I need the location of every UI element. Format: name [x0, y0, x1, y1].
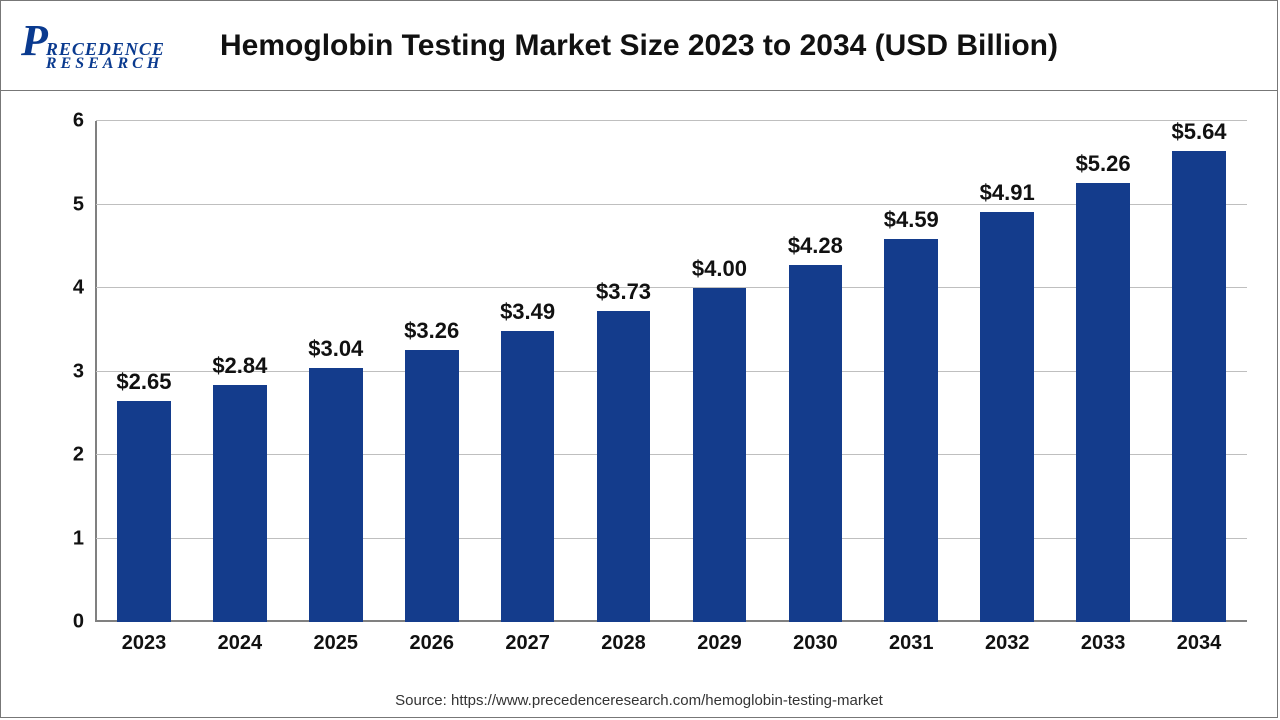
bar-value-label: $2.65 [116, 369, 171, 395]
bar: $5.26 [1076, 183, 1130, 622]
bar-value-label: $5.26 [1076, 151, 1131, 177]
bar: $5.64 [1172, 151, 1226, 622]
bar-slot: $4.002029 [672, 121, 768, 622]
bar-slot: $5.262033 [1055, 121, 1151, 622]
bar-value-label: $3.49 [500, 299, 555, 325]
bar-value-label: $3.73 [596, 279, 651, 305]
y-tick-label: 5 [73, 193, 84, 216]
source-text: Source: https://www.precedenceresearch.c… [1, 692, 1277, 709]
x-tick-label: 2034 [1177, 632, 1222, 655]
bar-value-label: $3.26 [404, 318, 459, 344]
bar: $2.65 [117, 401, 171, 622]
bar-slot: $5.642034 [1151, 121, 1247, 622]
bar-value-label: $4.28 [788, 233, 843, 259]
bar: $3.73 [597, 311, 651, 622]
x-tick-label: 2029 [697, 632, 742, 655]
x-tick-label: 2030 [793, 632, 838, 655]
x-tick-label: 2032 [985, 632, 1030, 655]
x-tick-label: 2028 [601, 632, 646, 655]
bar: $2.84 [213, 385, 267, 622]
logo-inner: P RECEDENCE RESEARCH [21, 19, 165, 72]
bar-slot: $4.912032 [959, 121, 1055, 622]
y-tick-label: 1 [73, 527, 84, 550]
x-tick-label: 2033 [1081, 632, 1126, 655]
x-tick-label: 2031 [889, 632, 934, 655]
bar: $3.04 [309, 368, 363, 622]
bar-slot: $3.492027 [480, 121, 576, 622]
bar: $4.59 [884, 239, 938, 622]
bar-value-label: $3.04 [308, 336, 363, 362]
y-tick-label: 4 [73, 277, 84, 300]
bar-slot: $3.042025 [288, 121, 384, 622]
bar-slot: $2.842024 [192, 121, 288, 622]
header: P RECEDENCE RESEARCH Hemoglobin Testing … [1, 1, 1277, 91]
bar-slot: $4.592031 [863, 121, 959, 622]
logo-big-letter: P [21, 19, 48, 63]
bar-value-label: $4.59 [884, 207, 939, 233]
chart-frame: P RECEDENCE RESEARCH Hemoglobin Testing … [0, 0, 1278, 718]
bar-slot: $3.262026 [384, 121, 480, 622]
x-tick-label: 2025 [314, 632, 359, 655]
y-tick-label: 0 [73, 611, 84, 634]
bar: $4.91 [980, 212, 1034, 622]
x-tick-label: 2027 [505, 632, 550, 655]
bar-slot: $4.282030 [767, 121, 863, 622]
chart-wrap: 0123456$2.652023$2.842024$3.042025$3.262… [1, 91, 1277, 682]
bar-value-label: $5.64 [1171, 119, 1226, 145]
logo-line2: RESEARCH [46, 57, 165, 71]
bar-value-label: $4.00 [692, 256, 747, 282]
bar: $4.28 [789, 265, 843, 622]
bar-value-label: $4.91 [980, 180, 1035, 206]
bar-value-label: $2.84 [212, 353, 267, 379]
x-tick-label: 2023 [122, 632, 167, 655]
logo-text: RECEDENCE RESEARCH [46, 41, 165, 72]
chart-area: 0123456$2.652023$2.842024$3.042025$3.262… [96, 121, 1247, 622]
y-tick-label: 6 [73, 110, 84, 133]
bar-slot: $2.652023 [96, 121, 192, 622]
plot-region: 0123456$2.652023$2.842024$3.042025$3.262… [96, 121, 1247, 622]
bar: $3.26 [405, 350, 459, 622]
y-tick-label: 3 [73, 360, 84, 383]
bar-slot: $3.732028 [576, 121, 672, 622]
brand-logo: P RECEDENCE RESEARCH [21, 16, 221, 76]
bar: $3.49 [501, 331, 555, 622]
x-tick-label: 2024 [218, 632, 263, 655]
bar: $4.00 [693, 288, 747, 622]
y-tick-label: 2 [73, 444, 84, 467]
x-tick-label: 2026 [409, 632, 454, 655]
